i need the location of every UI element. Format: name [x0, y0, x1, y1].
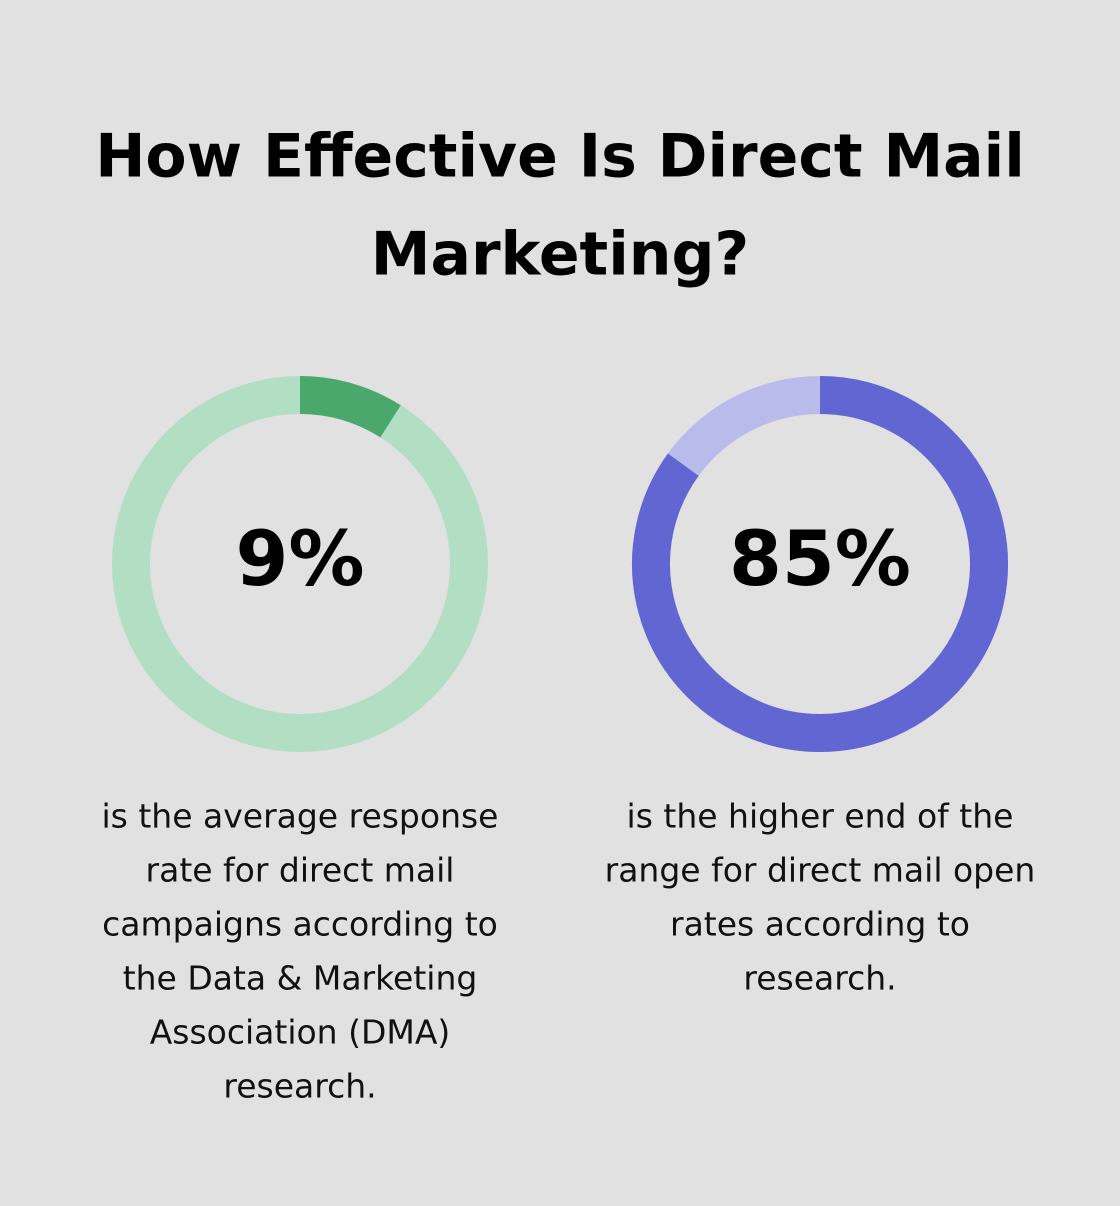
- caption: rate for direct mail: [146, 851, 455, 890]
- caption: the Data & Marketing: [123, 959, 478, 998]
- caption: Association (DMA): [150, 1013, 451, 1052]
- caption: research.: [223, 1067, 376, 1106]
- title: How Effective Is Direct Mail: [95, 122, 1025, 192]
- caption: campaigns according to: [102, 905, 498, 944]
- caption: research.: [743, 959, 896, 998]
- value-label: 85%: [729, 514, 911, 603]
- caption: range for direct mail open: [605, 851, 1036, 890]
- caption: is the average response: [102, 797, 499, 836]
- donut-segment: [632, 376, 1008, 752]
- caption: is the higher end of the: [627, 797, 1014, 836]
- value-label: 9%: [235, 514, 364, 603]
- title: Marketing?: [371, 220, 750, 290]
- donut-segment: [299, 376, 401, 438]
- caption: rates according to: [670, 905, 970, 944]
